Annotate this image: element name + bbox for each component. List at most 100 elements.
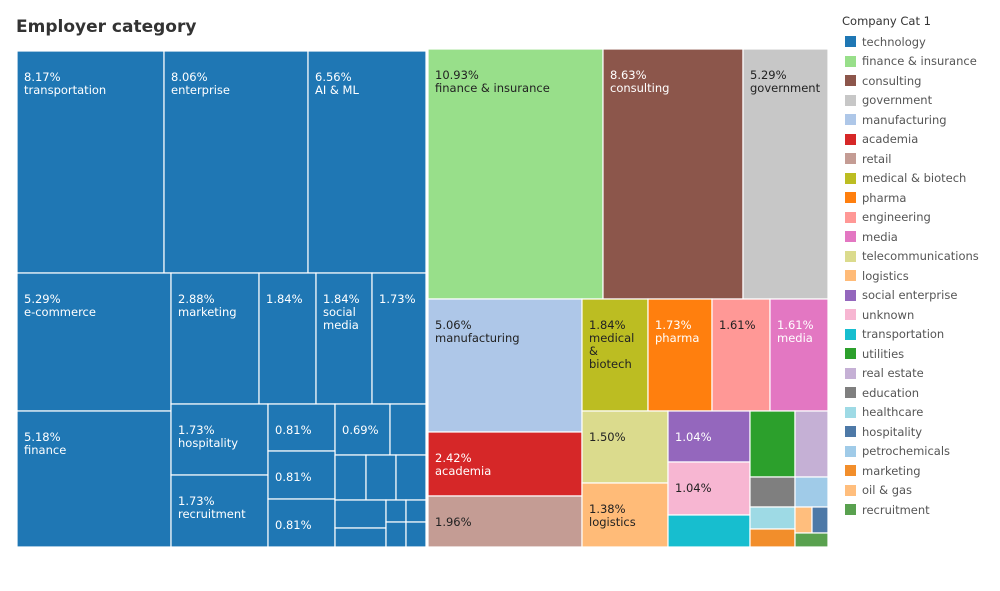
tile-rect[interactable] bbox=[602, 48, 744, 300]
legend-item-media[interactable]: media bbox=[845, 227, 979, 247]
tile-rect[interactable] bbox=[581, 482, 669, 548]
legend-item-logistics[interactable]: logistics bbox=[845, 266, 979, 286]
legend-item-marketing[interactable]: marketing bbox=[845, 461, 979, 481]
tile-telecommunications[interactable]: 1.50% bbox=[581, 410, 669, 484]
tile-oil-gas[interactable] bbox=[794, 506, 813, 534]
tile-technology[interactable] bbox=[405, 521, 427, 548]
tile-rect[interactable] bbox=[427, 495, 583, 548]
legend-item-consulting[interactable]: consulting bbox=[845, 71, 979, 91]
tile-marketing[interactable] bbox=[749, 528, 796, 548]
tile-ai-ml[interactable]: 6.56%AI & ML bbox=[307, 50, 427, 274]
tile-rect[interactable] bbox=[749, 476, 796, 508]
tile-e-commerce[interactable]: 5.29%e-commerce bbox=[16, 272, 172, 412]
tile-enterprise[interactable]: 8.06%enterprise bbox=[163, 50, 309, 274]
tile-social-enterprise[interactable]: 1.04% bbox=[667, 410, 751, 463]
tile-education[interactable] bbox=[749, 476, 796, 508]
tile-healthcare[interactable] bbox=[749, 506, 796, 530]
tile-technology[interactable] bbox=[334, 527, 387, 548]
tile-rect[interactable] bbox=[258, 272, 317, 405]
tile-rect[interactable] bbox=[749, 410, 796, 478]
legend-item-hospitality[interactable]: hospitality bbox=[845, 422, 979, 442]
tile-finance-insurance[interactable]: 10.93%finance & insurance bbox=[427, 48, 604, 300]
tile-transportation[interactable]: 8.17%transportation bbox=[16, 50, 165, 274]
legend-item-finance-insurance[interactable]: finance & insurance bbox=[845, 52, 979, 72]
tile-hospitality[interactable]: 1.73%hospitality bbox=[170, 403, 269, 476]
tile-technology[interactable] bbox=[395, 454, 427, 501]
tile-rect[interactable] bbox=[405, 521, 427, 548]
tile-rect[interactable] bbox=[389, 403, 427, 456]
tile-unknown[interactable]: 1.04% bbox=[667, 461, 751, 516]
tile-recruitment[interactable] bbox=[794, 532, 829, 548]
tile-real-estate[interactable] bbox=[794, 410, 829, 478]
tile-rect[interactable] bbox=[267, 403, 336, 452]
tile-technology[interactable] bbox=[389, 403, 427, 456]
tile-rect[interactable] bbox=[385, 499, 407, 523]
legend-item-healthcare[interactable]: healthcare bbox=[845, 403, 979, 423]
legend-item-education[interactable]: education bbox=[845, 383, 979, 403]
legend-item-government[interactable]: government bbox=[845, 91, 979, 111]
tile-rect[interactable] bbox=[667, 410, 751, 463]
tile-technology[interactable] bbox=[334, 454, 367, 501]
tile-rect[interactable] bbox=[647, 298, 713, 412]
tile-academia[interactable]: 2.42%academia bbox=[427, 431, 583, 497]
tile-marketing[interactable]: 2.88%marketing bbox=[170, 272, 260, 405]
legend-item-telecommunications[interactable]: telecommunications bbox=[845, 247, 979, 267]
tile-retail[interactable]: 1.96% bbox=[427, 495, 583, 548]
tile-technology[interactable]: 1.73% bbox=[371, 272, 427, 405]
tile-rect[interactable] bbox=[365, 454, 397, 501]
tile-technology[interactable]: 0.69% bbox=[334, 403, 391, 456]
tile-logistics[interactable]: 1.38%logistics bbox=[581, 482, 669, 548]
legend-item-unknown[interactable]: unknown bbox=[845, 305, 979, 325]
tile-rect[interactable] bbox=[307, 50, 427, 274]
tile-engineering[interactable]: 1.61% bbox=[711, 298, 771, 412]
legend-item-petrochemicals[interactable]: petrochemicals bbox=[845, 442, 979, 462]
tile-rect[interactable] bbox=[334, 454, 367, 501]
legend-item-manufacturing[interactable]: manufacturing bbox=[845, 110, 979, 130]
tile-rect[interactable] bbox=[427, 431, 583, 497]
tile-rect[interactable] bbox=[811, 506, 829, 534]
tile-technology[interactable] bbox=[365, 454, 397, 501]
tile-medical-biotech[interactable]: 1.84%medical&biotech bbox=[581, 298, 649, 412]
legend-item-real-estate[interactable]: real estate bbox=[845, 364, 979, 384]
tile-consulting[interactable]: 8.63%consulting bbox=[602, 48, 744, 300]
tile-rect[interactable] bbox=[385, 521, 407, 548]
tile-government[interactable]: 5.29%government bbox=[742, 48, 829, 300]
legend-item-utilities[interactable]: utilities bbox=[845, 344, 979, 364]
tile-technology[interactable]: 0.81% bbox=[267, 403, 336, 452]
tile-rect[interactable] bbox=[334, 403, 391, 456]
tile-rect[interactable] bbox=[794, 532, 829, 548]
tile-rect[interactable] bbox=[405, 499, 427, 523]
legend-item-retail[interactable]: retail bbox=[845, 149, 979, 169]
tile-rect[interactable] bbox=[742, 48, 829, 300]
legend-item-transportation[interactable]: transportation bbox=[845, 325, 979, 345]
tile-technology[interactable] bbox=[405, 499, 427, 523]
tile-hospitality[interactable] bbox=[811, 506, 829, 534]
tile-rect[interactable] bbox=[371, 272, 427, 405]
tile-rect[interactable] bbox=[769, 298, 829, 412]
legend-item-medical-biotech[interactable]: medical & biotech bbox=[845, 169, 979, 189]
tile-finance[interactable]: 5.18%finance bbox=[16, 410, 172, 548]
legend-item-oil-gas[interactable]: oil & gas bbox=[845, 481, 979, 501]
tile-rect[interactable] bbox=[749, 506, 796, 530]
tile-technology[interactable] bbox=[385, 521, 407, 548]
tile-technology[interactable] bbox=[334, 499, 387, 529]
tile-rect[interactable] bbox=[267, 450, 336, 500]
legend-item-technology[interactable]: technology bbox=[845, 32, 979, 52]
tile-rect[interactable] bbox=[667, 461, 751, 516]
tile-rect[interactable] bbox=[334, 527, 387, 548]
tile-rect[interactable] bbox=[711, 298, 771, 412]
tile-rect[interactable] bbox=[581, 298, 649, 412]
tile-petrochemicals[interactable] bbox=[794, 476, 829, 508]
tile-rect[interactable] bbox=[794, 476, 829, 508]
tile-rect[interactable] bbox=[16, 410, 172, 548]
tile-transportation[interactable] bbox=[667, 514, 751, 548]
tile-rect[interactable] bbox=[267, 498, 336, 548]
tile-rect[interactable] bbox=[395, 454, 427, 501]
tile-rect[interactable] bbox=[667, 514, 751, 548]
legend-item-engineering[interactable]: engineering bbox=[845, 208, 979, 228]
tile-manufacturing[interactable]: 5.06%manufacturing bbox=[427, 298, 583, 433]
tile-technology[interactable] bbox=[385, 499, 407, 523]
tile-rect[interactable] bbox=[163, 50, 309, 274]
tile-rect[interactable] bbox=[170, 474, 269, 548]
